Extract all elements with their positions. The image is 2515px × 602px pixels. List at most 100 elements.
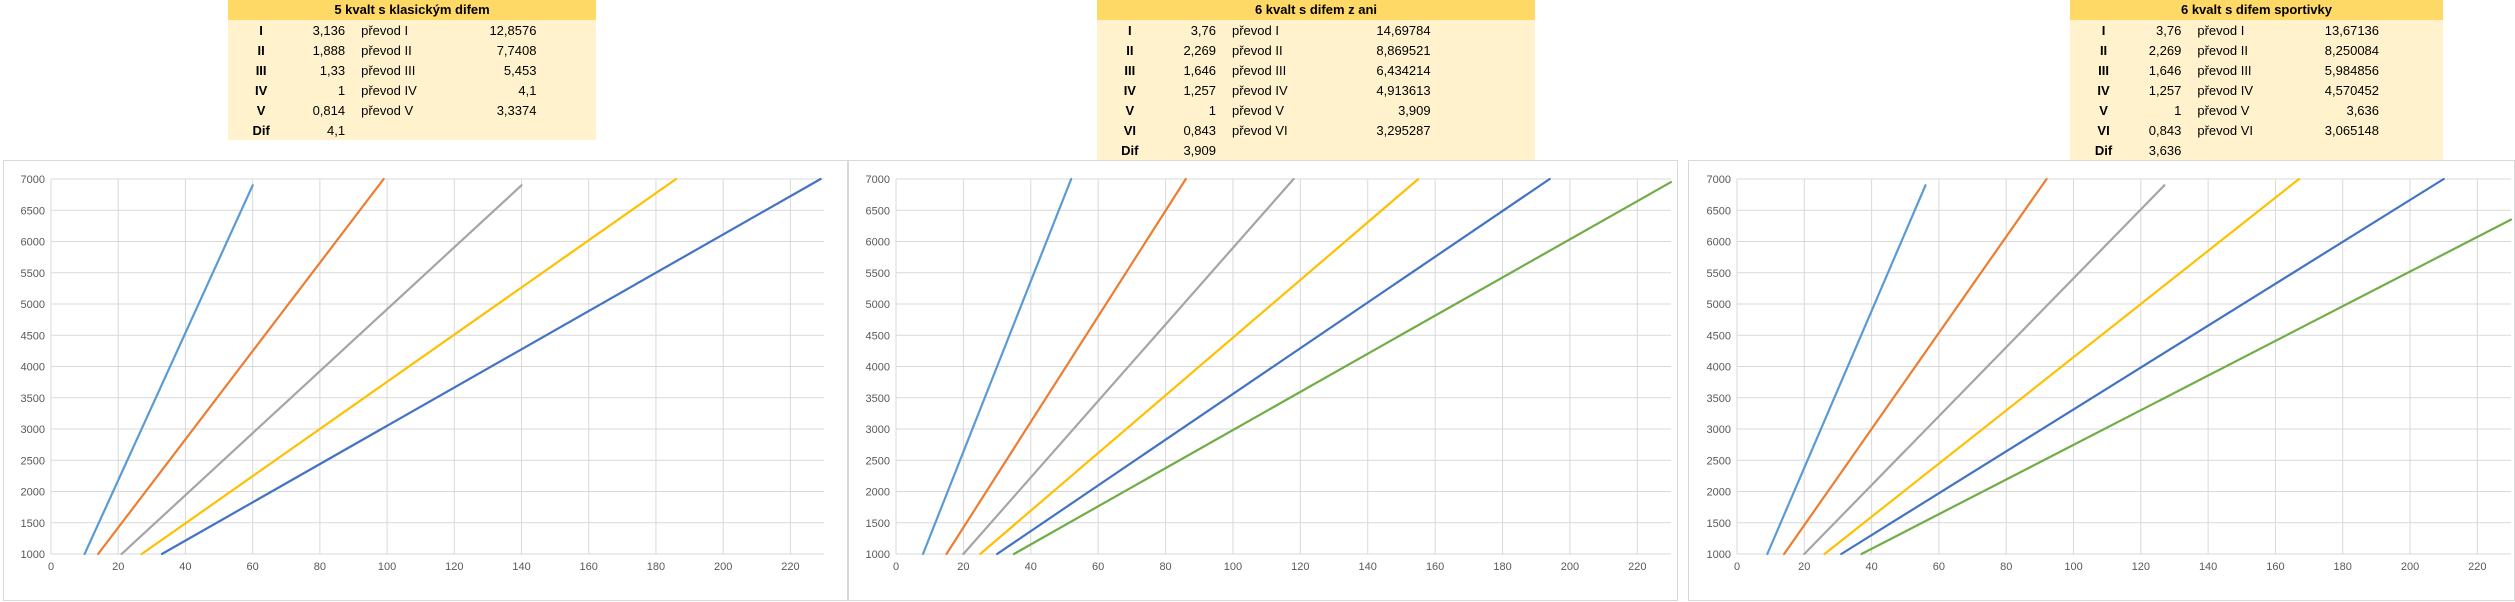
table-row: III 1,33 převod III 5,453 (228, 60, 596, 80)
ratio-value (2290, 140, 2387, 160)
ratio-value (464, 120, 545, 140)
x-tick-label: 120 (445, 561, 463, 573)
y-tick-label: 6500 (21, 205, 45, 217)
x-tick-label: 200 (1561, 561, 1579, 573)
spacer (2387, 20, 2443, 40)
x-tick-label: 220 (2468, 561, 2486, 573)
x-tick-label: 200 (2401, 561, 2419, 573)
series-line-2[interactable] (96, 177, 385, 556)
x-tick-label: 0 (1734, 561, 1740, 573)
series-line-3[interactable] (962, 177, 1295, 556)
series-line-5[interactable] (160, 177, 822, 556)
x-tick-label: 140 (512, 561, 530, 573)
gear-label: III (2098, 62, 2109, 78)
series-line-2[interactable] (945, 177, 1187, 556)
series-line-3[interactable] (1803, 184, 2166, 556)
ratio-value: 5,453 (503, 62, 537, 78)
y-tick-label: 1500 (1707, 518, 1731, 530)
gear-ratio: 0,814 (312, 102, 346, 118)
ratio-value: 4,1 (518, 82, 537, 98)
spacer (1439, 100, 1535, 120)
x-tick-label: 160 (1426, 561, 1444, 573)
series-line-5[interactable] (1840, 177, 2445, 556)
spacer (544, 80, 596, 100)
y-tick-label: 6500 (1707, 205, 1731, 217)
table-row: III 1,646 převod III 5,984856 (2070, 60, 2443, 80)
x-tick-label: 180 (647, 561, 665, 573)
x-tick-label: 20 (957, 561, 969, 573)
x-tick-label: 100 (2064, 561, 2082, 573)
y-tick-label: 4500 (866, 330, 890, 342)
series-line-6[interactable] (1860, 218, 2513, 556)
y-tick-label: 2500 (1707, 455, 1731, 467)
ratio-label: převod V (1232, 102, 1285, 118)
spacer (2387, 40, 2443, 60)
chart-svg: 0 20 40 60 80 100 120 140 160 180 200 220 1000 1500 20… (1707, 174, 2513, 573)
ratio-value: 3,065148 (2324, 122, 2380, 138)
ratio-value: 5,984856 (2324, 62, 2380, 78)
series-line-5[interactable] (996, 177, 1551, 556)
table-row: II 2,269 převod II 8,250084 (2070, 40, 2443, 60)
y-tick-label: 3000 (21, 424, 45, 436)
chart-svg: 0 20 40 60 80 100 120 140 160 180 200 220 1000 1500 20… (866, 174, 1673, 573)
gear-ratio: 1,646 (2148, 62, 2182, 78)
x-tick-label: 180 (2334, 561, 2352, 573)
series-line-2[interactable] (1782, 177, 2048, 556)
gear-ratio: 1 (1208, 102, 1216, 118)
table-row: II 2,269 převod II 8,869521 (1097, 40, 1535, 60)
gear-ratio: 2,269 (1183, 42, 1216, 58)
gear-label: II (257, 42, 265, 58)
series-line-4[interactable] (979, 177, 1420, 556)
series-line-1[interactable] (83, 184, 254, 556)
series-line-4[interactable] (1823, 177, 2301, 556)
gear-ratio: 1,888 (312, 42, 346, 58)
spacer (2387, 140, 2443, 160)
series-line-6[interactable] (1012, 181, 1673, 556)
ratio-label: převod III (2197, 62, 2252, 78)
spacer (2387, 60, 2443, 80)
x-tick-label: 0 (48, 561, 54, 573)
ratio-value (1342, 140, 1438, 160)
x-tick-label: 80 (314, 561, 326, 573)
gear-ratio: 0,843 (1183, 122, 1216, 138)
y-tick-label: 6000 (21, 237, 45, 249)
table-row: VI 0,843 převod VI 3,295287 (1097, 120, 1535, 140)
series-line-1[interactable] (1766, 184, 1927, 556)
series-line-4[interactable] (140, 177, 678, 556)
rpm-speed-chart-6-speed-sport[interactable]: 0 20 40 60 80 100 120 140 160 180 200 220 1000 1500 20… (1688, 160, 2515, 601)
y-tick-label: 4000 (866, 362, 890, 374)
spacer (1439, 120, 1535, 140)
rpm-speed-chart-6-speed-ani[interactable]: 0 20 40 60 80 100 120 140 160 180 200 220 1000 1500 20… (848, 160, 1678, 601)
table-title: 6 kvalt s difem sportivky (2070, 0, 2443, 20)
y-tick-label: 3500 (21, 393, 45, 405)
table-row: I 3,76 převod I 13,67136 (2070, 20, 2443, 40)
ratio-label: převod IV (2197, 82, 2253, 98)
y-tick-label: 4500 (21, 330, 45, 342)
gear-ratio: 3,76 (2156, 22, 2182, 38)
ratio-label: převod V (2197, 102, 2250, 118)
series-line-3[interactable] (120, 184, 523, 556)
gear-label: I (259, 22, 263, 38)
gear-ratio: 1,257 (2148, 82, 2182, 98)
ratio-value: 4,570452 (2324, 82, 2380, 98)
ratio-label (1224, 140, 1342, 160)
series-line-1[interactable] (921, 177, 1073, 556)
x-tick-label: 120 (1291, 561, 1309, 573)
table-title: 6 kvalt s difem z ani (1097, 0, 1535, 20)
y-tick-label: 2000 (866, 487, 890, 499)
ratio-label: převod III (1232, 62, 1287, 78)
y-tick-label: 3500 (866, 393, 890, 405)
x-tick-label: 160 (2266, 561, 2284, 573)
y-tick-label: 1500 (21, 518, 45, 530)
y-tick-label: 5000 (21, 299, 45, 311)
rpm-speed-chart-5-speed[interactable]: 0 20 40 60 80 100 120 140 160 180 200 220 1000 1500 20… (3, 160, 848, 601)
ratio-value: 13,67136 (2324, 22, 2380, 38)
gear-label: VI (1123, 122, 1136, 138)
table-row: V 1 převod V 3,636 (2070, 100, 2443, 120)
y-tick-label: 1000 (21, 549, 45, 561)
table-row: II 1,888 převod II 7,7408 (228, 40, 596, 60)
table-row: I 3,76 převod I 14,69784 (1097, 20, 1535, 40)
spacer (1439, 20, 1535, 40)
gear-label: IV (2097, 82, 2110, 98)
table-row: VI 0,843 převod VI 3,065148 (2070, 120, 2443, 140)
